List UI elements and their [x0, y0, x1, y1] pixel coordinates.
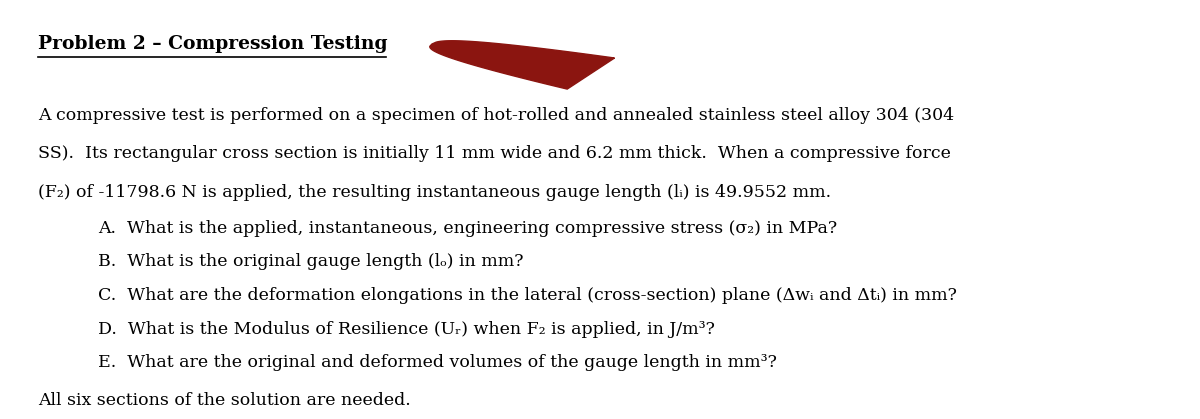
Text: Problem 2 – Compression Testing: Problem 2 – Compression Testing	[38, 35, 388, 53]
Text: A.  What is the applied, instantaneous, engineering compressive stress (σ₂) in M: A. What is the applied, instantaneous, e…	[98, 220, 838, 237]
Text: SS).  Its rectangular cross section is initially 11 mm wide and 6.2 mm thick.  W: SS). Its rectangular cross section is in…	[38, 145, 952, 163]
Text: D.  What is the Modulus of Resilience (Uᵣ) when F₂ is applied, in J/m³?: D. What is the Modulus of Resilience (Uᵣ…	[98, 321, 715, 338]
Text: (F₂) of -11798.6 N is applied, the resulting instantaneous gauge length (lᵢ) is : (F₂) of -11798.6 N is applied, the resul…	[38, 184, 832, 201]
Text: E.  What are the original and deformed volumes of the gauge length in mm³?: E. What are the original and deformed vo…	[98, 354, 778, 371]
Polygon shape	[430, 41, 614, 89]
Text: A compressive test is performed on a specimen of hot-rolled and annealed stainle: A compressive test is performed on a spe…	[38, 107, 954, 124]
Text: All six sections of the solution are needed.: All six sections of the solution are nee…	[38, 392, 412, 409]
Text: B.  What is the original gauge length (lₒ) in mm?: B. What is the original gauge length (lₒ…	[98, 253, 524, 271]
Text: C.  What are the deformation elongations in the lateral (cross-section) plane (Δ: C. What are the deformation elongations …	[98, 287, 958, 304]
